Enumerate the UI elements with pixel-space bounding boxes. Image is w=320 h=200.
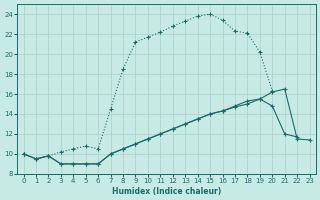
X-axis label: Humidex (Indice chaleur): Humidex (Indice chaleur) [112,187,221,196]
